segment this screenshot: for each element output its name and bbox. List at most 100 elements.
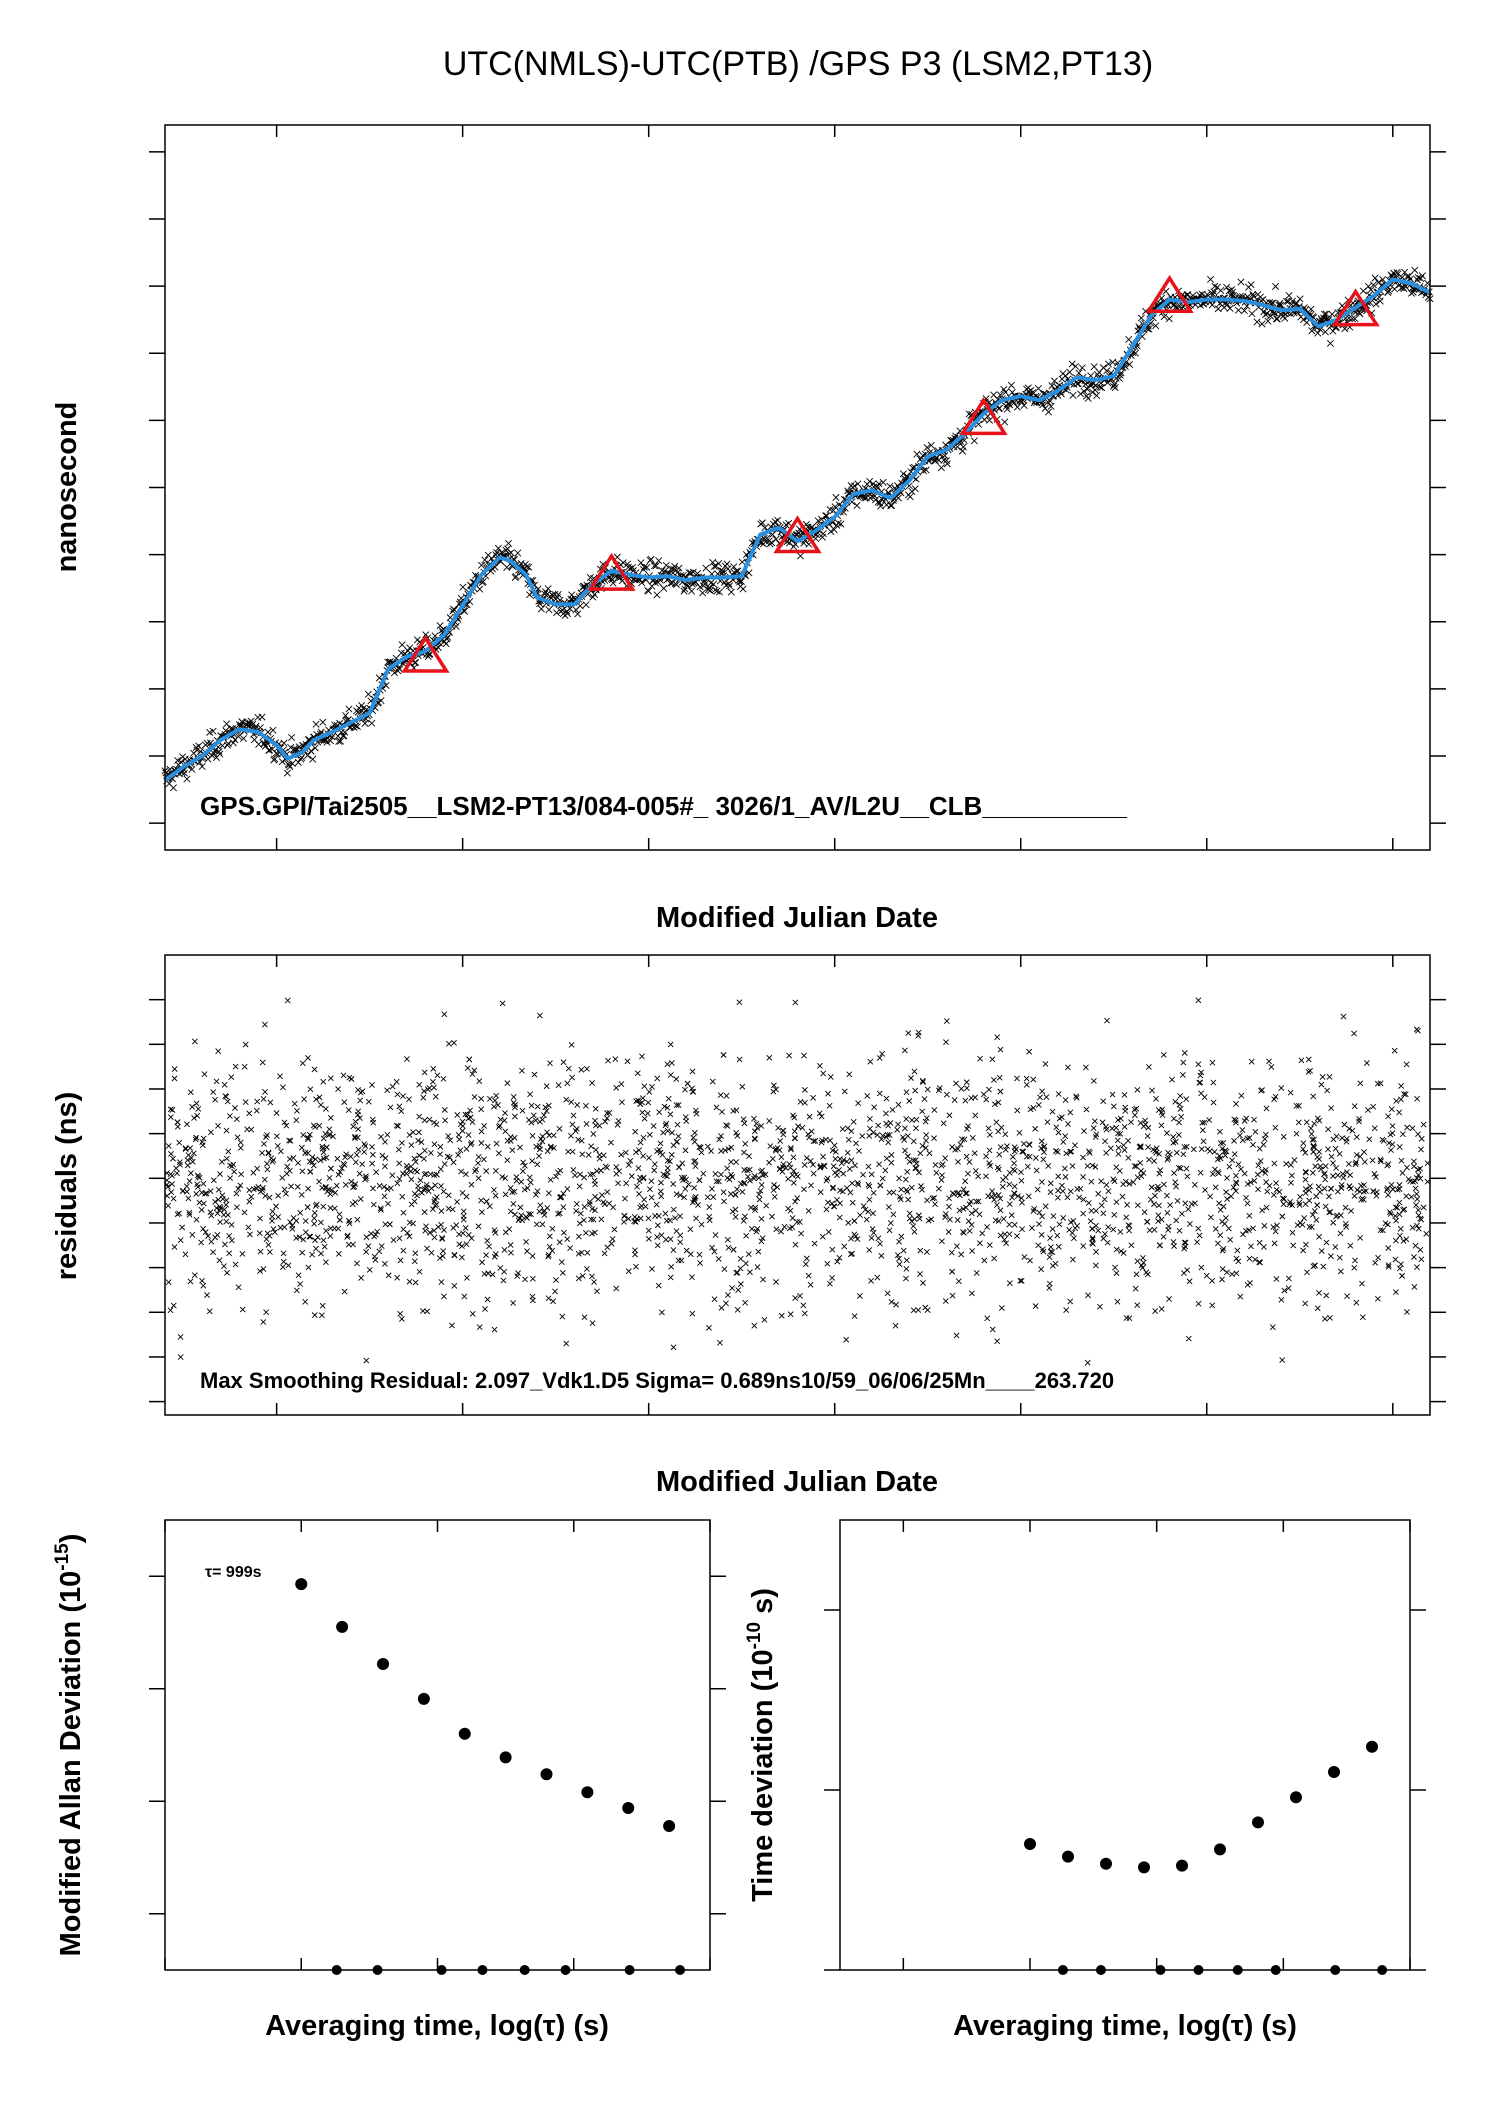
residual-point (365, 1243, 372, 1250)
residual-point (1160, 1233, 1167, 1240)
residual-point (829, 1200, 835, 1207)
data-point (1196, 291, 1204, 299)
residual-point (1302, 1300, 1309, 1307)
residual-point (439, 1236, 446, 1242)
residual-point (318, 1250, 324, 1257)
residual-point (223, 1218, 230, 1225)
residual-point (751, 1175, 757, 1182)
data-point (1379, 275, 1387, 283)
residual-point (1176, 1119, 1183, 1126)
residual-point (790, 1179, 797, 1186)
residual-point (259, 1187, 266, 1194)
residual-point (689, 1310, 696, 1317)
residual-point (504, 1137, 511, 1144)
residual-point (314, 1234, 321, 1241)
residual-point (1090, 1125, 1097, 1132)
residual-point (682, 1186, 689, 1192)
residual-point (1296, 1102, 1302, 1109)
residual-point (446, 1154, 453, 1161)
residual-point (673, 1191, 680, 1198)
residual-point (616, 1168, 623, 1175)
residual-point (495, 1150, 502, 1157)
residual-point (718, 1133, 724, 1139)
residual-point (1014, 1075, 1020, 1082)
residual-point (1308, 1224, 1315, 1230)
residual-point (1062, 1133, 1069, 1140)
residual-point (336, 1217, 343, 1223)
data-point (188, 765, 196, 773)
data-point (1326, 339, 1334, 347)
residual-point (214, 1210, 221, 1217)
residual-point (416, 1268, 423, 1275)
residual-point (691, 1129, 698, 1136)
residual-point (654, 1148, 661, 1155)
residual-point (1054, 1232, 1061, 1239)
residual-point (1134, 1258, 1141, 1265)
residual-point (1333, 1165, 1339, 1171)
residual-point (493, 1092, 500, 1099)
residual-point (1399, 1169, 1406, 1176)
residual-point (184, 1121, 190, 1128)
residual-point (565, 1148, 572, 1155)
residual-point (1095, 1227, 1102, 1234)
residual-point (871, 1104, 878, 1111)
residual-point (670, 1181, 677, 1187)
residual-point (919, 1186, 925, 1193)
residual-point (1244, 1281, 1251, 1288)
residual-point (326, 1174, 333, 1181)
residual-point (706, 1324, 712, 1331)
residual-point (344, 1234, 351, 1240)
residual-point (840, 1170, 847, 1177)
residual-point (338, 1165, 345, 1172)
residual-point (778, 1312, 785, 1319)
residual-point (868, 1171, 875, 1178)
residual-point (1179, 1071, 1186, 1078)
residual-point (957, 1141, 964, 1148)
residual-point (1026, 1048, 1033, 1055)
data-point (249, 720, 257, 728)
residual-point (1311, 1120, 1318, 1127)
residual-point (709, 1078, 716, 1085)
residual-point (983, 1153, 990, 1160)
residual-point (728, 1171, 735, 1178)
residual-point (423, 1181, 430, 1188)
residual-point (926, 1150, 933, 1157)
residual-point (724, 1236, 731, 1243)
residual-point (189, 1103, 196, 1110)
data-point (854, 480, 862, 488)
residual-point (526, 1210, 532, 1217)
residual-point (906, 1215, 913, 1222)
residual-point (502, 1110, 508, 1116)
residual-point (673, 1102, 680, 1109)
residual-point (664, 1128, 671, 1134)
residual-point (168, 1189, 175, 1196)
residual-point (788, 1146, 794, 1153)
residual-point (1352, 1161, 1359, 1168)
residual-point (421, 1147, 428, 1154)
residual-point (539, 1116, 546, 1123)
residual-point (1183, 1096, 1190, 1103)
residual-point (304, 1134, 311, 1141)
data-point (935, 456, 943, 464)
residual-point (432, 1182, 439, 1189)
residual-point (1146, 1156, 1152, 1163)
data-point (829, 506, 837, 514)
residual-point (1146, 1227, 1153, 1234)
data-point (653, 591, 661, 599)
residual-point (604, 1164, 610, 1171)
residual-point (647, 1186, 653, 1193)
residual-point (739, 1083, 746, 1090)
residual-point (1207, 1193, 1214, 1200)
residual-point (1047, 1248, 1054, 1255)
residual-point (943, 1091, 950, 1098)
residual-point (1360, 1188, 1367, 1195)
data-point (879, 478, 887, 486)
residual-point (235, 1185, 242, 1192)
residual-point (670, 1344, 677, 1351)
residual-point (946, 1203, 952, 1210)
residual-point (979, 1230, 986, 1237)
residual-point (318, 1312, 325, 1319)
residual-point (681, 1194, 688, 1201)
residual-point (1014, 1233, 1020, 1239)
residual-point (964, 1126, 970, 1132)
